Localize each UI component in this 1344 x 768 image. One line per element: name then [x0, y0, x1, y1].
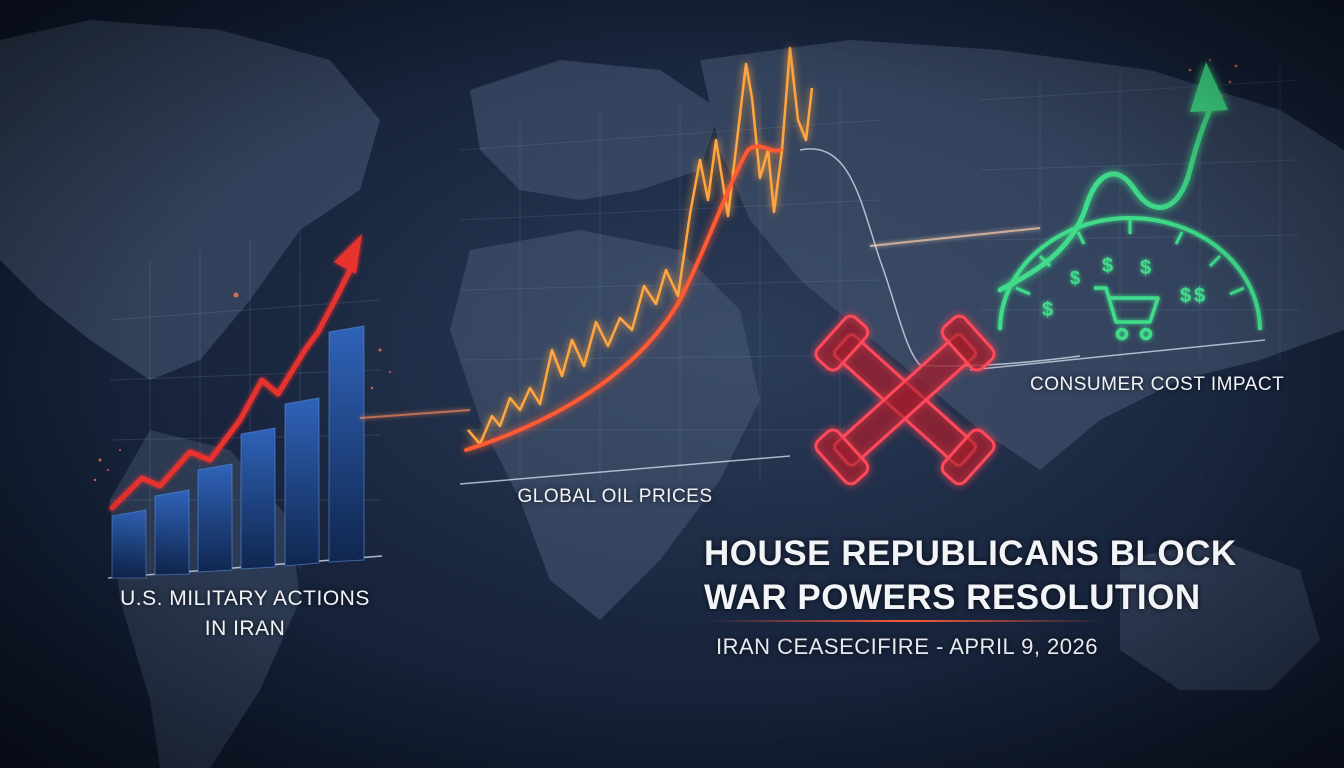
military-label-line2: IN IRAN	[204, 617, 286, 640]
headline-line1: HOUSE REPUBLICANS BLOCK	[704, 534, 1237, 573]
consumer-cost-label: CONSUMER COST IMPACT	[1030, 374, 1285, 395]
headline-line2: WAR POWERS RESOLUTION	[704, 578, 1201, 617]
subline: IRAN CEASECIFIRE - APRIL 9, 2026	[716, 634, 1098, 659]
military-actions-label: U.S. MILITARY ACTIONS IN IRAN	[120, 584, 370, 644]
headline: HOUSE REPUBLICANS BLOCK WAR POWERS RESOL…	[704, 532, 1237, 620]
military-label-line1: U.S. MILITARY ACTIONS	[120, 587, 370, 610]
oil-prices-label: GLOBAL OIL PRICES	[517, 486, 713, 507]
headline-divider	[706, 620, 1106, 622]
